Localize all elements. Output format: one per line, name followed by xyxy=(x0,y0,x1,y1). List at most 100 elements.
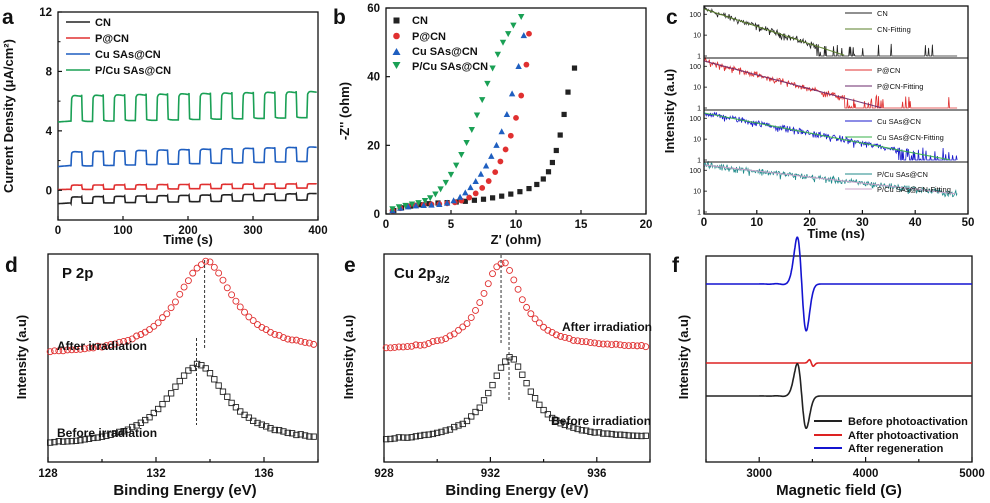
xps-point xyxy=(59,347,67,355)
xps-point xyxy=(412,341,420,349)
data-point xyxy=(408,201,416,208)
xps-point xyxy=(438,336,445,344)
xps-point xyxy=(232,404,240,411)
y-tick-label: 40 xyxy=(367,72,380,84)
xps-point xyxy=(484,280,492,288)
y-tick-label: 1 xyxy=(697,54,701,61)
xps-point xyxy=(391,435,398,442)
xps-point xyxy=(438,428,445,436)
xps-point xyxy=(293,431,300,439)
panel-e-ticks: 928 932 936 xyxy=(374,457,651,480)
xps-point xyxy=(284,335,292,343)
data-point xyxy=(466,194,473,201)
xps-point xyxy=(219,388,227,395)
data-point xyxy=(497,158,504,165)
x-tick-label: 400 xyxy=(308,225,327,237)
data-point xyxy=(480,196,487,202)
data-point xyxy=(526,185,532,192)
panel-e-before-label: Before irradiation xyxy=(551,414,651,428)
data-point xyxy=(467,184,474,191)
xps-point xyxy=(544,411,552,418)
xps-point xyxy=(245,313,253,321)
data-point xyxy=(507,132,514,139)
xps-point xyxy=(455,326,462,334)
xps-point xyxy=(608,341,616,349)
data-point xyxy=(421,198,429,205)
panel-c-ylabel: Intensity (a.u) xyxy=(662,69,677,154)
xps-point xyxy=(189,269,197,277)
data-point xyxy=(505,31,512,38)
xps-point xyxy=(163,310,171,318)
x-tick-label: 0 xyxy=(383,219,389,231)
data-point xyxy=(520,32,527,39)
y-tick-label: 20 xyxy=(367,140,380,152)
xps-point xyxy=(184,277,192,285)
data-point xyxy=(450,197,457,204)
data-point xyxy=(518,13,525,20)
xps-point xyxy=(489,381,496,389)
xps-point xyxy=(476,299,484,307)
xps-point xyxy=(202,257,210,265)
xps-point xyxy=(408,434,415,441)
panel-d: d P 2p 128 132 136 After irradiation Befor… xyxy=(5,253,319,499)
data-point xyxy=(534,181,540,188)
xps-point xyxy=(250,417,257,425)
xps-point xyxy=(629,341,637,349)
xps-point xyxy=(116,428,123,436)
xps-point xyxy=(76,345,84,353)
xps-point xyxy=(301,432,309,439)
panel-f-legend: Before photoactivation After photoactiva… xyxy=(814,416,968,455)
x-tick-label: 20 xyxy=(803,217,816,229)
y-tick-label: 10 xyxy=(693,33,701,40)
data-point xyxy=(493,141,500,148)
x-tick-label: 50 xyxy=(962,217,975,229)
xps-point xyxy=(310,433,317,440)
xps-point xyxy=(425,431,432,438)
xps-point xyxy=(574,337,582,345)
xps-point xyxy=(171,298,179,306)
data-point xyxy=(432,191,439,198)
decay-data-1 xyxy=(703,5,958,57)
xps-point xyxy=(51,438,58,446)
x-tick-label: 932 xyxy=(481,468,500,480)
xps-point xyxy=(215,269,223,277)
xps-point xyxy=(434,429,441,437)
y-tick-label: 0 xyxy=(374,209,380,221)
x-tick-label: 136 xyxy=(254,468,273,480)
xps-point xyxy=(510,276,518,284)
xps-point xyxy=(506,354,513,361)
xps-point xyxy=(193,264,201,272)
data-point xyxy=(427,195,434,202)
xps-point xyxy=(271,426,278,434)
xps-point xyxy=(280,428,287,435)
xps-point xyxy=(472,307,479,314)
panel-f-label: f xyxy=(672,254,680,277)
xps-point xyxy=(638,432,645,440)
data-point xyxy=(472,177,479,184)
data-point xyxy=(420,202,427,209)
legend-text: P@CN-Fitting xyxy=(877,82,923,91)
xps-point xyxy=(472,408,479,416)
x-tick-label: 100 xyxy=(113,225,132,237)
xps-point xyxy=(107,431,114,438)
xps-point xyxy=(412,433,420,440)
xps-point xyxy=(47,439,54,446)
data-point xyxy=(565,89,571,95)
xps-point xyxy=(146,414,153,421)
xps-point xyxy=(94,434,101,441)
xps-point xyxy=(561,334,569,341)
data-point xyxy=(485,178,492,184)
xps-point xyxy=(90,434,97,442)
xps-point xyxy=(387,435,394,443)
data-point xyxy=(553,147,559,154)
data-point xyxy=(479,185,486,191)
xps-point xyxy=(63,346,71,354)
data-point xyxy=(545,169,552,175)
y-tick-label: 100 xyxy=(689,64,701,71)
data-point xyxy=(462,198,468,204)
xps-point xyxy=(395,434,403,441)
xps-point xyxy=(485,389,492,397)
xps-point xyxy=(232,297,240,305)
data-point xyxy=(428,201,435,208)
legend-text: CN xyxy=(877,9,888,18)
